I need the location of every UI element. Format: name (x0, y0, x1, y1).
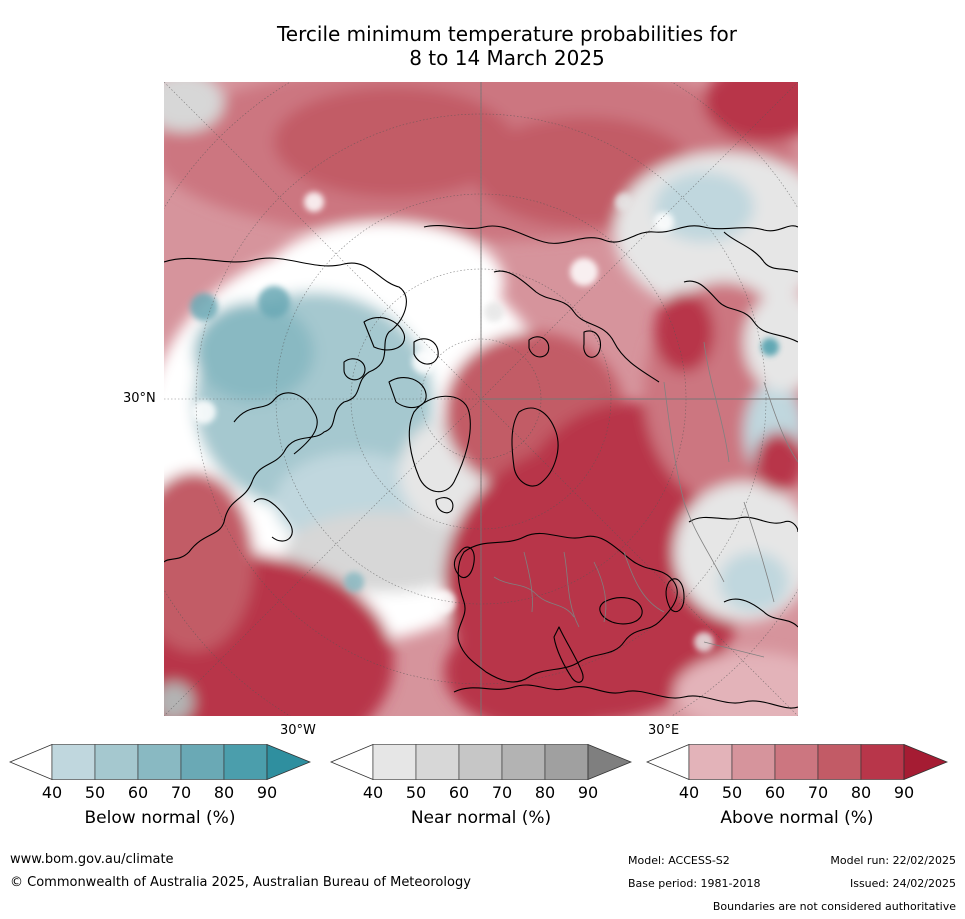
below-tick-label: 70 (170, 783, 192, 802)
colorbar-below (9, 744, 311, 780)
above-tick-label: 70 (807, 783, 829, 802)
colorbar-below-svg (9, 744, 311, 780)
near-segment-5 (544, 744, 589, 780)
near-tick-label: 80 (534, 783, 556, 802)
above-segment-5 (860, 744, 905, 780)
below-segment-3 (137, 744, 182, 780)
near-segment-2 (415, 744, 460, 780)
meridians-solid (480, 82, 798, 716)
colorbar-above (646, 744, 948, 780)
lon-label-30e: 30°E (648, 723, 680, 738)
above-tick-label: 40 (678, 783, 700, 802)
below-segment-4 (180, 744, 225, 780)
below-segment-1 (51, 744, 96, 780)
lat-label-30n: 30°N (123, 391, 156, 406)
lon-label-30w: 30°W (280, 723, 316, 738)
title-line-1: Tercile minimum temperature probabilitie… (276, 22, 738, 46)
near-tick-label: 70 (491, 783, 513, 802)
above-tick-label: 80 (850, 783, 872, 802)
below-segment-5 (223, 744, 268, 780)
near-tick-label: 40 (362, 783, 384, 802)
below-tick-label: 50 (84, 783, 106, 802)
colorbar-near-label: Near normal (%) (410, 808, 552, 828)
near-extend-low (330, 744, 374, 780)
footer-website: www.bom.gov.au/climate (10, 852, 174, 867)
above-tick-label: 90 (893, 783, 915, 802)
colorbar-below-label: Below normal (%) (84, 808, 236, 828)
above-tick-label: 50 (721, 783, 743, 802)
footer-model-run: Model run: 22/02/2025 (830, 854, 956, 867)
country-borders (493, 341, 798, 658)
footer-issued: Issued: 24/02/2025 (849, 877, 956, 890)
above-tick-label: 60 (764, 783, 786, 802)
below-segment-2 (94, 744, 139, 780)
below-tick-label: 40 (41, 783, 63, 802)
map-title: Tercile minimum temperature probabilitie… (160, 22, 854, 70)
below-extend-high (266, 744, 311, 780)
near-tick-label: 50 (405, 783, 427, 802)
title-line-2: 8 to 14 March 2025 (409, 46, 605, 70)
above-extend-high (903, 744, 948, 780)
footer-model: Model: ACCESS-S2 (628, 854, 730, 867)
below-tick-label: 80 (213, 783, 235, 802)
below-tick-label: 90 (256, 783, 278, 802)
footer-copyright: © Commonwealth of Australia 2025, Austra… (10, 875, 471, 890)
coastlines (164, 225, 798, 709)
colorbar-near-svg (330, 744, 632, 780)
below-extend-low (9, 744, 53, 780)
above-segment-1 (688, 744, 733, 780)
colorbar-above-label: Above normal (%) (720, 808, 874, 828)
near-tick-label: 60 (448, 783, 470, 802)
footer-disclaimer: Boundaries are not considered authoritat… (712, 900, 956, 913)
footer-base-period: Base period: 1981-2018 (628, 877, 761, 890)
above-segment-2 (731, 744, 776, 780)
below-tick-label: 60 (127, 783, 149, 802)
near-extend-high (587, 744, 632, 780)
near-segment-3 (458, 744, 503, 780)
colorbar-near (330, 744, 632, 780)
near-segment-4 (501, 744, 546, 780)
near-segment-1 (372, 744, 417, 780)
colorbar-above-svg (646, 744, 948, 780)
probability-map (164, 82, 798, 716)
above-extend-low (646, 744, 690, 780)
above-segment-3 (774, 744, 819, 780)
near-tick-label: 90 (577, 783, 599, 802)
above-segment-4 (817, 744, 862, 780)
